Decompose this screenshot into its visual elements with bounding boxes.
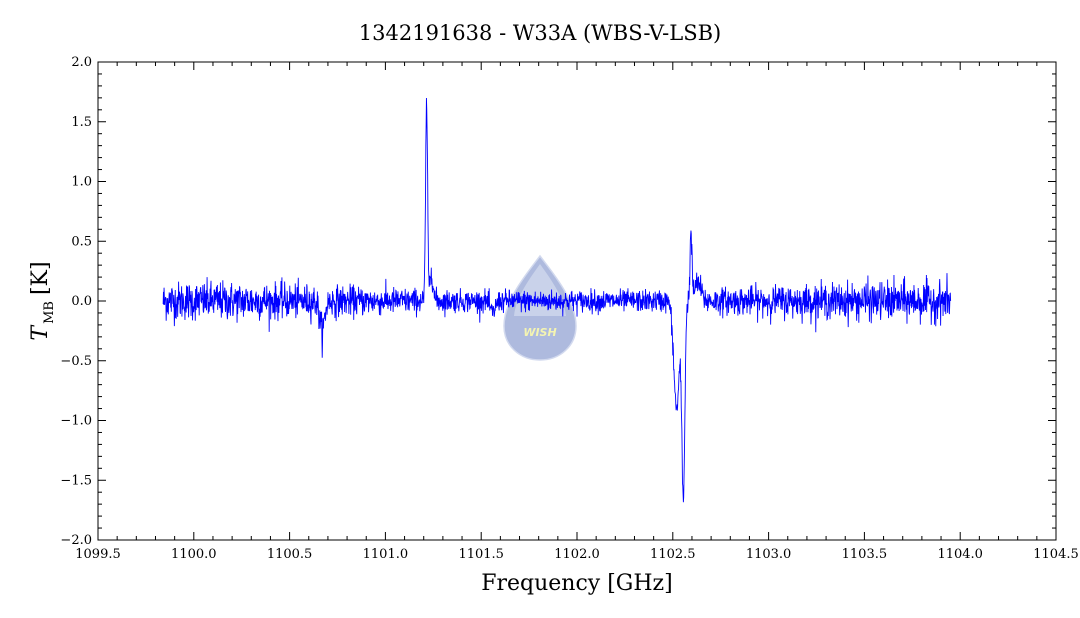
y-tick-label: 0.5 (71, 234, 92, 249)
x-tick-label: 1102.5 (650, 547, 696, 562)
x-tick-label: 1104.0 (937, 547, 983, 562)
y-tick-label: 1.5 (71, 115, 92, 130)
y-tick-label: −2.0 (60, 533, 92, 548)
x-tick-labels: 1099.5 1100.0 1100.5 1101.0 1101.5 1102.0 1102… (75, 547, 1079, 562)
x-tick-label: 1103.5 (842, 547, 888, 562)
x-tick-label: 1102.0 (554, 547, 600, 562)
y-tick-label: −0.5 (60, 354, 92, 369)
x-tick-label: 1104.5 (1033, 547, 1079, 562)
y-axis-label-unit: [K] (28, 261, 53, 295)
y-axis-label-symbol: T (28, 324, 53, 341)
x-tick-label: 1099.5 (75, 547, 121, 562)
x-tick-label: 1101.0 (363, 547, 409, 562)
svg-text:TMB[K]: TMB [K] (28, 261, 57, 340)
x-tick-label: 1101.5 (458, 547, 504, 562)
x-tick-label: 1103.0 (746, 547, 792, 562)
chart-title: 1342191638 - W33A (WBS-V-LSB) (359, 21, 721, 45)
y-tick-label: 1.0 (71, 175, 92, 190)
watermark-logo: WISH (503, 254, 577, 361)
y-tick-label: −1.0 (60, 414, 92, 429)
y-tick-label: 2.0 (71, 55, 92, 70)
y-tick-label: −1.5 (60, 473, 92, 488)
x-axis-label: Frequency [GHz] (481, 571, 673, 596)
spectrum-series-line (162, 98, 952, 503)
x-tick-label: 1100.0 (171, 547, 217, 562)
x-tick-label: 1100.5 (267, 547, 313, 562)
y-tick-labels: 2.0 1.5 1.0 0.5 0.0 −0.5 −1.0 −1.5 −2.0 (60, 55, 92, 548)
y-tick-label: 0.0 (71, 294, 92, 309)
tick-marks (97, 61, 1057, 541)
plot-area: 1099.5 1100.0 1100.5 1101.0 1101.5 1102.0 1102… (60, 55, 1078, 562)
y-axis-label: TMB [K] (28, 261, 57, 340)
y-axis-label-subscript: MB (42, 301, 57, 324)
watermark-text: WISH (523, 326, 556, 339)
